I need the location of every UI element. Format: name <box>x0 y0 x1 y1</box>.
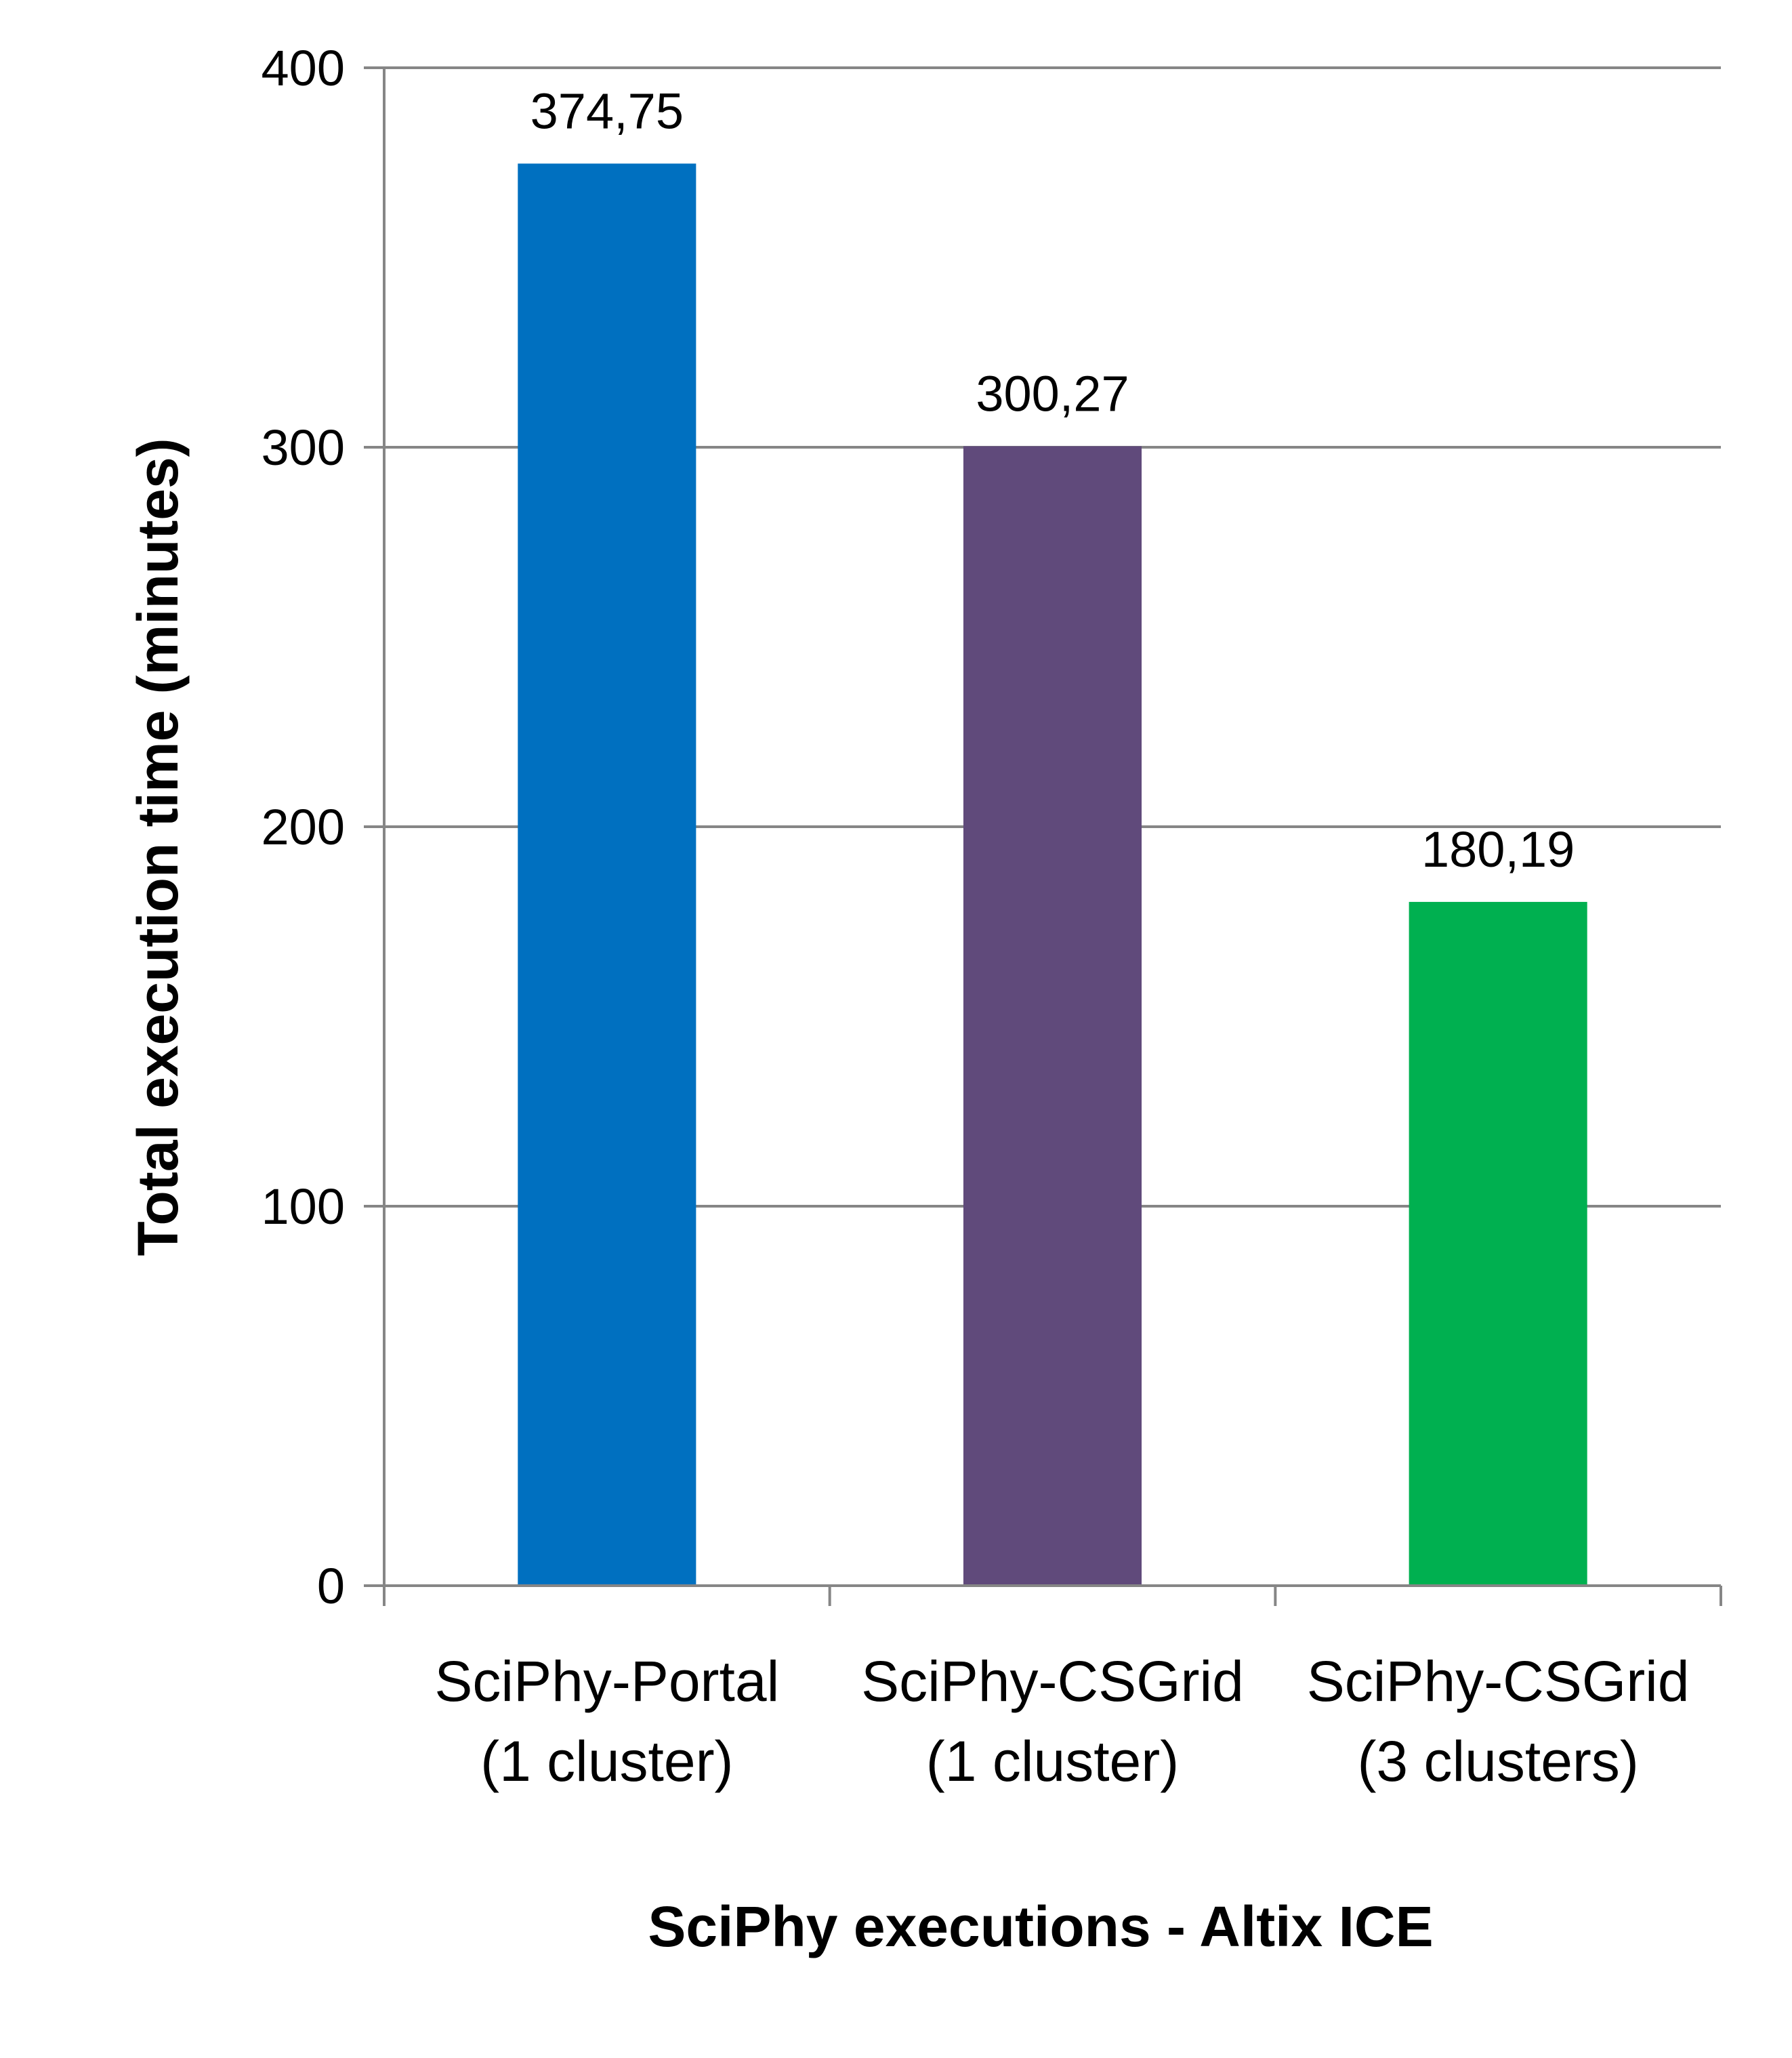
x-category-label: SciPhy-CSGrid <box>861 1649 1244 1713</box>
data-label: 374,75 <box>530 83 684 139</box>
labels: 0 100 200 300 400 374,75 SciPhy-Portal (1 clust… <box>262 40 1690 1793</box>
bar <box>1409 901 1587 1586</box>
bar <box>963 446 1142 1586</box>
y-tick-label: 200 <box>262 799 345 855</box>
bars <box>518 163 1587 1586</box>
x-axis-title: SciPhy executions - Altix ICE <box>648 1895 1433 1958</box>
x-category-label: SciPhy-Portal <box>434 1649 779 1713</box>
y-axis-title: Total execution time (minutes) <box>126 438 190 1256</box>
data-label: 180,19 <box>1421 821 1575 878</box>
x-category-label: (1 cluster) <box>926 1729 1179 1793</box>
data-label: 300,27 <box>976 365 1129 421</box>
y-tick-label: 100 <box>262 1178 345 1235</box>
x-category-label: (3 clusters) <box>1357 1729 1638 1793</box>
x-category-label: SciPhy-CSGrid <box>1307 1649 1690 1713</box>
y-tick-label: 0 <box>317 1558 345 1614</box>
x-category-label: (1 cluster) <box>480 1729 733 1793</box>
axes <box>364 66 1722 1606</box>
y-tick-label: 300 <box>262 419 345 476</box>
y-tick-label: 400 <box>262 40 345 96</box>
bar <box>518 163 696 1586</box>
